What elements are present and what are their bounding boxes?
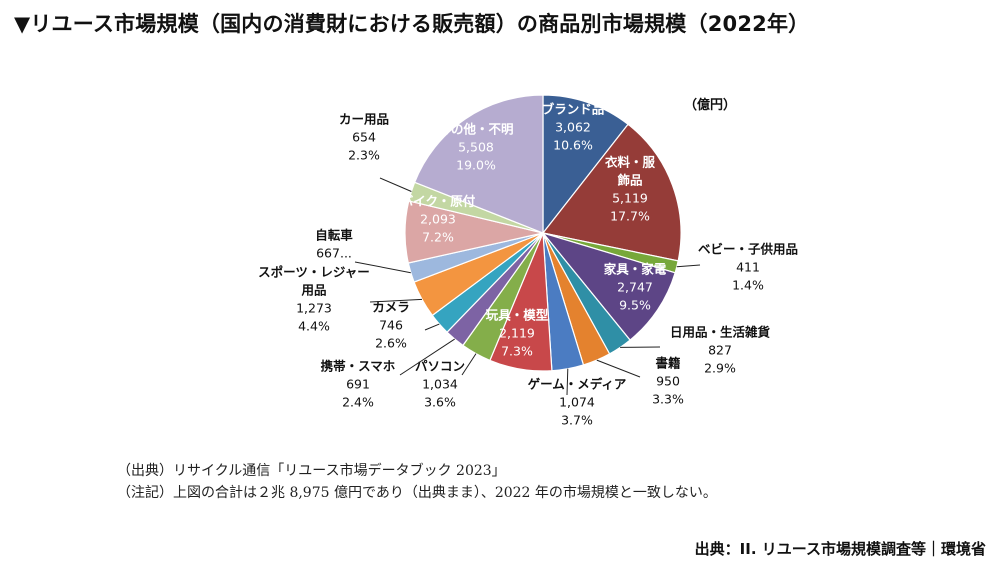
slice-label-line-9-2: 2.4% [342, 395, 374, 410]
slice-label-13: バイク・原付 2,093 7.2% [401, 194, 476, 245]
slice-label-line-15-2: 19.0% [456, 158, 496, 173]
leader-line-11 [369, 298, 423, 303]
slice-label-7: 玩具・模型 2,119 7.3% [486, 308, 549, 359]
slice-label-line-6-1: 1,074 [559, 395, 595, 410]
slice-label-line-12-1: 667... [316, 246, 352, 261]
slice-label-4: 日用品・生活雑貨 827 2.9% [670, 325, 771, 376]
slice-label-15: その他・不明 5,508 19.0% [438, 122, 513, 173]
slice-label-line-1-0: 衣料・服 [605, 155, 656, 170]
slice-label-line-4-2: 2.9% [704, 361, 736, 376]
slice-label-1: 衣料・服飾品 5,119 17.7% [605, 155, 656, 224]
page-title: ▼リユース市場規模（国内の消費財における販売額）の商品別市場規模（2022年） [14, 12, 810, 36]
slice-label-line-15-0: その他・不明 [438, 122, 513, 137]
slice-label-line-12-0: 自転車 [315, 228, 353, 243]
slice-label-line-3-1: 2,747 [617, 280, 653, 295]
pie-slice-3 [541, 231, 676, 341]
slice-label-2: ベビー・子供用品 411 1.4% [698, 242, 798, 293]
slice-label-14: カー用品 654 2.3% [339, 112, 389, 163]
slice-label-line-1-3: 17.7% [610, 209, 650, 224]
note-remark-line: （注記）上図の合計は２兆 8,975 億円であり（出典まま）、2022 年の市場… [117, 485, 717, 501]
slice-label-line-10-1: 746 [379, 318, 403, 333]
slice-label-5: 書籍 950 3.3% [652, 356, 684, 407]
slice-label-line-7-1: 2,119 [499, 326, 535, 341]
slice-label-9: 携帯・スマホ 691 2.4% [321, 359, 396, 410]
slice-label-line-10-0: カメラ [372, 300, 410, 315]
slice-label-line-14-2: 2.3% [348, 148, 380, 163]
slice-label-line-11-0: スポーツ・レジャー [258, 265, 370, 280]
slice-label-line-11-1: 用品 [300, 283, 326, 298]
slice-label-line-2-1: 411 [736, 260, 760, 275]
leader-line-6 [566, 368, 569, 396]
pie-slice-15 [413, 94, 544, 234]
slice-label-line-1-1: 飾品 [617, 173, 642, 188]
slice-label-line-9-1: 691 [346, 377, 370, 392]
leader-line-12 [354, 261, 411, 274]
slice-label-line-4-0: 日用品・生活雑貨 [670, 325, 771, 340]
slice-label-line-11-3: 4.4% [298, 319, 330, 334]
leader-line-8 [461, 353, 477, 376]
slice-label-3: 家具・家電 2,747 9.5% [604, 262, 667, 313]
page-source: 出典：II. リユース市場規模調査等｜環境省 [694, 540, 986, 558]
slice-label-line-9-0: 携帯・スマホ [321, 359, 396, 374]
slice-label-line-5-0: 書籍 [655, 356, 681, 371]
slice-label-line-11-2: 1,273 [296, 301, 332, 316]
slice-label-line-13-1: 2,093 [420, 212, 456, 227]
slice-label-line-5-1: 950 [656, 374, 680, 389]
slice-label-line-3-0: 家具・家電 [604, 262, 667, 277]
slice-label-0: ブランド品 3,062 10.6% [542, 102, 605, 153]
slice-label-line-7-0: 玩具・模型 [486, 308, 549, 323]
leader-line-9 [399, 338, 455, 376]
chart-notes: （出典）リサイクル通信「リユース市場データブック 2023」 （注記）上図の合計… [117, 460, 717, 504]
slice-label-line-2-0: ベビー・子供用品 [698, 242, 798, 257]
leader-line-5 [596, 359, 641, 378]
slice-label-line-1-2: 5,119 [612, 191, 648, 206]
slice-label-line-4-1: 827 [708, 343, 732, 358]
slice-label-line-15-1: 5,508 [458, 140, 494, 155]
slice-label-line-2-2: 1.4% [732, 278, 764, 293]
slice-label-8: パソコン 1,034 3.6% [415, 359, 465, 410]
slice-label-line-13-2: 7.2% [422, 230, 454, 245]
slice-label-line-5-2: 3.3% [652, 392, 684, 407]
slice-label-line-6-2: 3.7% [561, 413, 593, 428]
slice-label-line-6-0: ゲーム・メディア [528, 377, 627, 392]
slice-label-line-8-2: 3.6% [424, 395, 456, 410]
slice-label-line-8-1: 1,034 [422, 377, 458, 392]
slice-label-line-14-0: カー用品 [339, 112, 389, 127]
slice-label-line-8-0: パソコン [415, 359, 465, 374]
slice-label-6: ゲーム・メディア 1,074 3.7% [528, 377, 627, 428]
unit-label: （億円） [684, 98, 737, 113]
slice-label-line-7-2: 7.3% [501, 344, 533, 359]
pie-slice-1 [541, 123, 682, 262]
slice-label-line-3-2: 9.5% [619, 298, 651, 313]
slice-label-line-13-0: バイク・原付 [401, 194, 476, 209]
slice-label-line-0-1: 3,062 [555, 120, 591, 135]
slice-label-line-14-1: 654 [352, 130, 376, 145]
slice-label-line-0-2: 10.6% [553, 138, 593, 153]
slice-label-10: カメラ 746 2.6% [372, 300, 410, 351]
slice-label-12: 自転車 667... [315, 228, 353, 261]
note-source-line: （出典）リサイクル通信「リユース市場データブック 2023」 [117, 463, 506, 479]
slice-label-line-10-2: 2.6% [375, 336, 407, 351]
leader-line-10 [424, 323, 440, 331]
leader-line-2 [676, 264, 701, 268]
leader-line-14 [379, 177, 412, 192]
slice-label-line-0-0: ブランド品 [542, 102, 605, 117]
pie-slice-0 [542, 94, 629, 235]
